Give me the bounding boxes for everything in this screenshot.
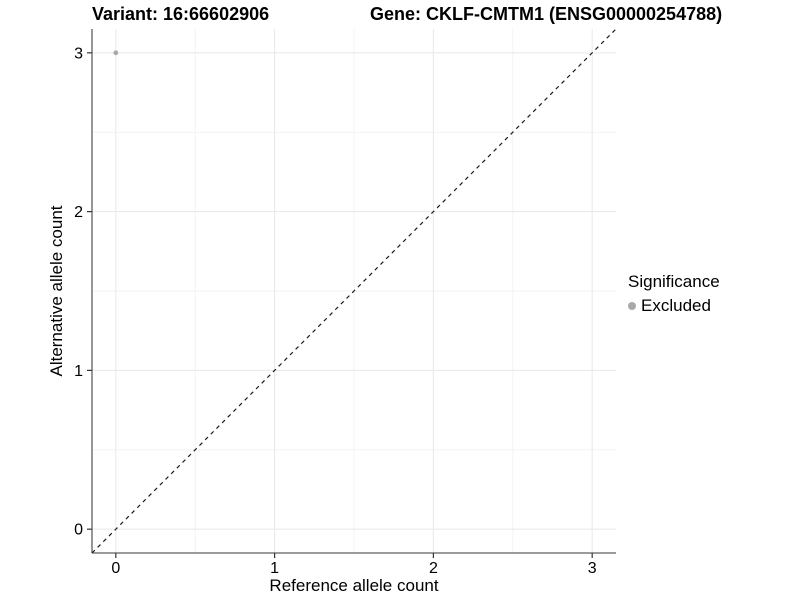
x-tick-label: 1 — [270, 560, 279, 577]
y-tick-label: 1 — [74, 363, 83, 380]
x-tick-label: 0 — [111, 560, 120, 577]
x-tick-label: 3 — [588, 560, 597, 577]
excluded-point-icon — [628, 302, 636, 310]
legend-item-excluded: Excluded — [628, 296, 720, 316]
legend: Significance Excluded — [628, 272, 720, 316]
y-tick-label: 0 — [74, 522, 83, 539]
y-tick-label: 3 — [74, 45, 83, 62]
y-tick-label: 2 — [74, 204, 83, 221]
data-point-excluded — [113, 50, 119, 56]
x-tick-label: 2 — [429, 560, 438, 577]
plot-title-variant: Variant: 16:66602906 — [92, 4, 270, 24]
legend-title: Significance — [628, 272, 720, 291]
identity-dashed-line — [91, 28, 617, 554]
x-axis-title: Reference allele count — [269, 576, 439, 595]
y-axis-title: Alternative allele count — [47, 205, 66, 377]
legend-item-label: Excluded — [641, 296, 711, 315]
plot-title-gene: Gene: CKLF-CMTM1 (ENSG00000254788) — [370, 4, 723, 24]
